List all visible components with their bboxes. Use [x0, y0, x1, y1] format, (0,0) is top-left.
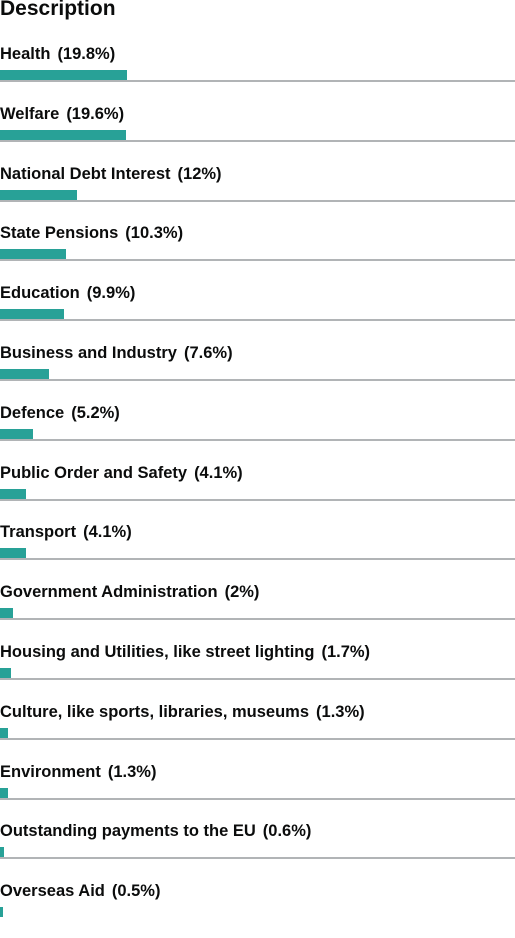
chart-title: Description [0, 0, 116, 20]
bar-row-housing-and-utilities-like-street-lighting: Housing and Utilities, like street light… [0, 639, 515, 699]
bar-label: Government Administration (2%) [0, 579, 259, 605]
value-label: (10.3%) [125, 224, 184, 243]
value-label: (1.3%) [316, 702, 365, 721]
row-divider [0, 379, 515, 381]
row-divider [0, 797, 515, 800]
bar-label: State Pensions (10.3%) [0, 220, 183, 246]
category-label: National Debt Interest [0, 164, 171, 183]
bar [0, 309, 64, 320]
bar [0, 907, 4, 918]
bar-row-outstanding-payments-to-the-eu: Outstanding payments to the EU (0.6%) [0, 818, 515, 878]
value-label: (1.3%) [107, 762, 157, 781]
bar-label: Overseas Aid (0.5%) [0, 878, 160, 904]
spending-bar-chart: Description Health (19.8%) Welfare (19.6%) N… [0, 0, 515, 918]
bar [0, 488, 27, 499]
bar [0, 727, 9, 738]
bar [0, 787, 9, 798]
row-divider [0, 498, 515, 501]
value-label: (19.6%) [66, 104, 125, 123]
bar-row-culture-like-sports-libraries-museums: Culture, like sports, libraries, museums… [0, 699, 515, 759]
bar-label: Culture, like sports, libraries, museums… [0, 699, 365, 725]
category-label: Culture, like sports, libraries, museums [0, 702, 310, 721]
bar-label: Health (19.8%) [0, 41, 115, 67]
category-label: Education [0, 284, 80, 303]
row-divider [0, 737, 515, 740]
row-divider [0, 857, 515, 860]
bar-label: National Debt Interest (12%) [0, 161, 222, 187]
row-divider [0, 199, 515, 202]
bar-row-health: Health (19.8%) [0, 41, 515, 101]
value-label: (0.5%) [111, 882, 161, 901]
value-label: (0.6%) [262, 822, 312, 841]
category-label: Business and Industry [0, 344, 177, 362]
category-label: Outstanding payments to the EU [0, 822, 256, 841]
bar-row-environment: Environment (1.3%) [0, 759, 515, 819]
row-divider [0, 80, 515, 82]
bar-row-defence: Defence (5.2%) [0, 400, 515, 460]
value-label: (7.6%) [183, 344, 233, 362]
category-label: Overseas Aid [0, 882, 105, 901]
value-label: (2%) [224, 583, 260, 602]
category-label: Defence [0, 403, 65, 422]
bar-label: Transport (4.1%) [0, 519, 132, 545]
bar [0, 847, 4, 858]
bar-row-welfare: Welfare (19.6%) [0, 101, 515, 161]
bar-row-overseas-aid: Overseas Aid (0.5%) [0, 878, 515, 938]
bar [0, 249, 67, 260]
bar [0, 129, 127, 140]
value-label: (12%) [177, 164, 222, 183]
category-label: Welfare [0, 104, 60, 123]
bar-label: Public Order and Safety (4.1%) [0, 460, 243, 486]
category-label: Government Administration [0, 583, 218, 602]
category-label: Transport [0, 523, 77, 542]
category-label: State Pensions [0, 224, 119, 243]
value-label: (9.9%) [86, 284, 136, 303]
value-label: (1.7%) [321, 643, 371, 661]
bar-label: Defence (5.2%) [0, 400, 120, 426]
bar-label: Business and Industry (7.6%) [0, 340, 233, 366]
bar-row-government-administration: Government Administration (2%) [0, 579, 515, 639]
bar-row-state-pensions: State Pensions (10.3%) [0, 220, 515, 280]
value-label: (4.1%) [83, 523, 132, 542]
bar [0, 428, 34, 439]
bar-label: Housing and Utilities, like street light… [0, 639, 370, 665]
row-divider [0, 259, 515, 262]
value-label: (5.2%) [71, 403, 120, 422]
bar-label: Environment (1.3%) [0, 759, 156, 785]
bar-row-public-order-and-safety: Public Order and Safety (4.1%) [0, 460, 515, 520]
bar [0, 369, 49, 379]
row-divider [0, 558, 515, 561]
row-divider [0, 618, 515, 621]
bar-row-transport: Transport (4.1%) [0, 519, 515, 579]
category-label: Public Order and Safety [0, 463, 188, 482]
bar [0, 548, 27, 559]
bar-row-national-debt-interest: National Debt Interest (12%) [0, 161, 515, 221]
bar [0, 70, 128, 80]
bar [0, 189, 78, 200]
row-divider [0, 678, 515, 680]
category-label: Health [0, 45, 51, 63]
bar [0, 608, 13, 619]
category-label: Environment [0, 762, 101, 781]
bar-row-business-and-industry: Business and Industry (7.6%) [0, 340, 515, 400]
bar-row-education: Education (9.9%) [0, 280, 515, 340]
row-divider [0, 438, 515, 441]
category-label: Housing and Utilities, like street light… [0, 643, 315, 661]
bar-label: Outstanding payments to the EU (0.6%) [0, 818, 311, 844]
bar-label: Welfare (19.6%) [0, 101, 124, 127]
row-divider [0, 139, 515, 142]
bar-label: Education (9.9%) [0, 280, 135, 306]
value-label: (4.1%) [194, 463, 243, 482]
row-divider [0, 319, 515, 322]
bar [0, 668, 11, 678]
value-label: (19.8%) [57, 45, 116, 63]
